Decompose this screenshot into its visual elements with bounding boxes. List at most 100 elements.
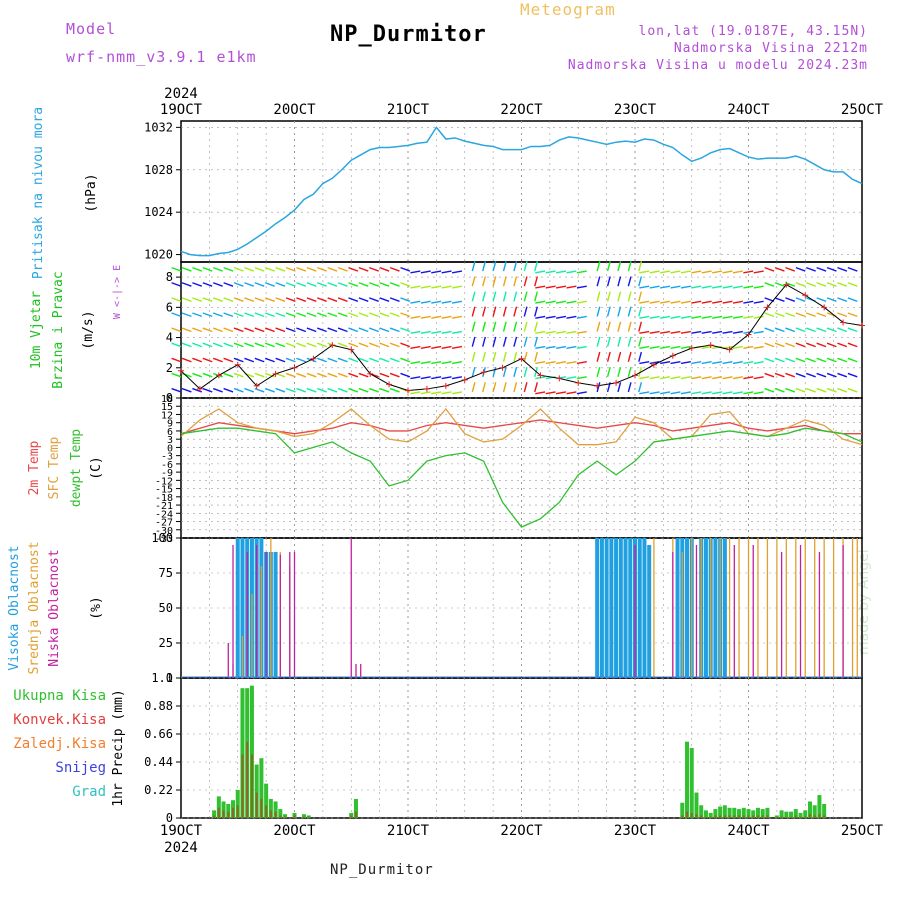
wind-arrow [753, 330, 764, 334]
wind-arrow [482, 291, 486, 302]
wind-arrow [722, 285, 733, 289]
wind-arrow [317, 387, 327, 393]
wind-arrow [795, 387, 806, 393]
wind-arrow [534, 261, 539, 272]
precip-bar-total [254, 764, 259, 818]
wind-arrow [502, 336, 507, 347]
wind-arrow [523, 351, 528, 362]
x-tick-label-top: 23OCT [614, 102, 657, 118]
precip-bar-total [689, 748, 694, 818]
wind-arrow [275, 357, 286, 363]
wind-arrow [410, 376, 421, 380]
wind-arrow [806, 357, 816, 363]
wind-gust-marker [688, 345, 695, 352]
wind-arrow [265, 297, 275, 302]
wind-arrow [192, 372, 203, 378]
wind-arrow [722, 330, 733, 334]
wind-arrow [337, 387, 348, 393]
cloud-bar-high [628, 538, 633, 678]
precip-bar-total [755, 807, 760, 818]
wind-gust-marker [726, 346, 733, 353]
precip-bar-convective [823, 815, 826, 818]
cloud-ylabel-0: Visoka Oblacnost [7, 545, 22, 670]
precip-bar-total [760, 809, 765, 818]
wind-arrow [596, 367, 601, 378]
wind-arrow [285, 312, 296, 318]
wind-arrow [680, 345, 691, 350]
wind-arrow [317, 312, 327, 318]
x-tick-label-top: 22OCT [500, 102, 543, 118]
wind-arrow [358, 372, 369, 378]
wind-arrow [400, 372, 411, 378]
wind-arrow [826, 297, 837, 302]
wind-arrow [275, 266, 286, 272]
precip-bar-total [353, 798, 358, 818]
wind-arrow [545, 330, 556, 334]
wind-arrow [764, 372, 775, 378]
wind-arrow [181, 282, 192, 287]
wind-arrow [244, 327, 255, 333]
temp-ylabel-2: dewpt Temp [69, 429, 84, 507]
wind-arrow [265, 342, 275, 348]
wind-arrow [795, 297, 806, 302]
wind-arrow [317, 282, 327, 287]
wind-arrow [275, 297, 286, 302]
wind-arrow [596, 261, 601, 272]
cloud-bar-high [642, 538, 647, 678]
wind-arrow [513, 351, 518, 362]
precip-bar-total [765, 807, 770, 818]
wind-arrow [764, 282, 775, 287]
cloud-bar-high [614, 538, 619, 678]
wind-arrow [379, 312, 390, 318]
wind-arrow [535, 315, 546, 319]
cloud-bar-high [647, 545, 652, 678]
wind-arrow [617, 382, 622, 393]
wind-arrow [389, 387, 400, 393]
wind-arrow [566, 361, 577, 365]
y-tick-label-temperature: -9 [161, 468, 173, 479]
wind-arrow [534, 291, 539, 302]
wind-arrow [816, 312, 827, 318]
wind-arrow [576, 345, 587, 350]
precip-bar-convective [766, 815, 769, 818]
wind-gust-marker [272, 370, 279, 377]
wind-arrow [743, 391, 754, 395]
wind-arrow [806, 342, 816, 348]
wind-arrow [722, 315, 733, 319]
wind-arrow [638, 261, 643, 272]
wind-gust-marker [745, 331, 752, 338]
wind-arrow [502, 382, 507, 393]
wind-arrow [451, 330, 463, 334]
wind-arrow [296, 372, 307, 378]
wind-arrow [482, 321, 486, 332]
wind-arrow [244, 342, 255, 348]
wind-arrow [171, 342, 182, 348]
wind-arrow [523, 367, 528, 378]
wind-arrow [576, 315, 587, 319]
precip-bar-convective [293, 815, 296, 818]
wind-arrow [181, 312, 192, 318]
wind-arrow [451, 315, 463, 319]
wind-arrow [337, 342, 348, 348]
wind-gust-marker [348, 346, 355, 353]
wind-gust-marker [367, 370, 374, 377]
wind-arrow [285, 357, 296, 363]
wind-arrow [795, 357, 806, 363]
wind-arrow [275, 342, 286, 348]
wind-arrow [212, 387, 223, 393]
wind-arrow [806, 312, 816, 318]
precip-bar-convective [794, 815, 797, 818]
wind-arrow [596, 336, 601, 347]
wind-arrow [606, 321, 611, 332]
wind-arrow [712, 391, 723, 395]
wind-arrow [202, 327, 213, 333]
wind-arrow [181, 357, 192, 363]
wind-arrow [670, 300, 681, 304]
wind-arrow [795, 282, 806, 287]
wind-arrow [482, 336, 486, 347]
wind-arrow [638, 291, 643, 302]
wind-arrow [212, 266, 223, 272]
wind-arrow [265, 327, 275, 333]
wind-arrow [492, 306, 497, 317]
y-tick-label-cloud: 0 [166, 671, 173, 685]
